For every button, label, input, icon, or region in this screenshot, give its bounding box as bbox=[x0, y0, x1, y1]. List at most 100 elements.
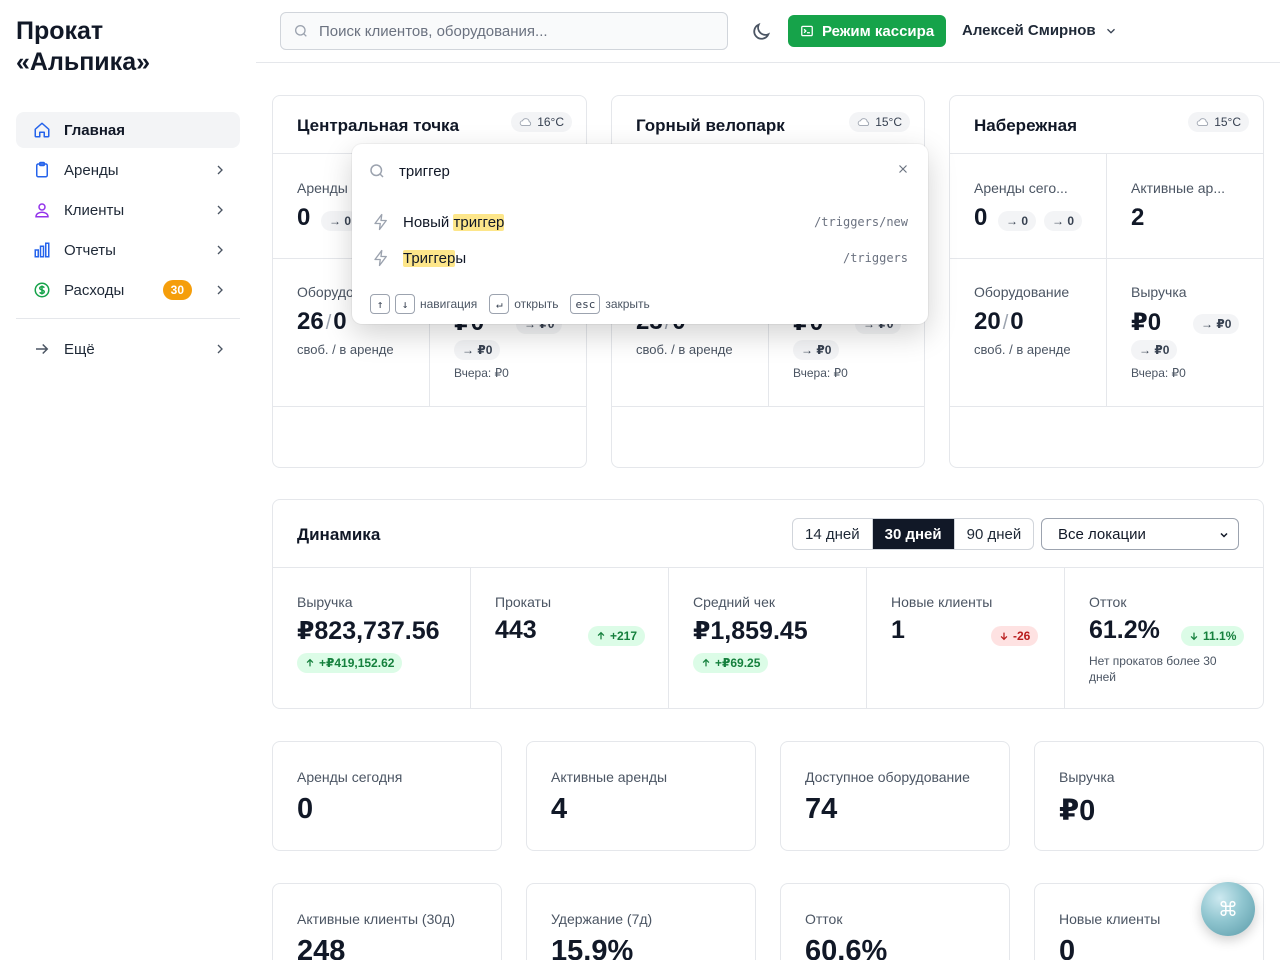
arrow-down-icon bbox=[1190, 632, 1198, 641]
chevron-right-icon bbox=[217, 205, 223, 215]
command-result-new-trigger[interactable]: Новый триггер /triggers/new bbox=[372, 208, 908, 236]
search-icon bbox=[295, 25, 307, 37]
metric-label: Оборудо bbox=[297, 284, 354, 300]
arrow-up-icon bbox=[306, 658, 314, 667]
equipment-counts: 20/0 bbox=[974, 308, 1024, 335]
close-icon[interactable] bbox=[896, 162, 910, 176]
location-title: Набережная bbox=[974, 116, 1077, 135]
sidebar-item-more[interactable]: Ещё bbox=[16, 331, 240, 367]
metric-value: 443 bbox=[495, 616, 537, 644]
range-selector: 14 дней 30 дней 90 дней bbox=[792, 518, 1035, 550]
delta-pill: → ₽0 bbox=[1193, 314, 1240, 334]
brand-logo[interactable]: Прокат «Альпика» bbox=[16, 16, 240, 78]
kpi-label: Активные клиенты (30д) bbox=[297, 911, 455, 927]
delta-up-pill: +₽69.25 bbox=[693, 653, 769, 673]
metric-label: Прокаты bbox=[495, 594, 552, 610]
arrow-up-icon bbox=[702, 658, 710, 667]
command-result-triggers[interactable]: Триггер ы /triggers bbox=[372, 244, 908, 272]
cloud-icon bbox=[519, 117, 533, 127]
revenue-yesterday: Вчера: ₽0 bbox=[1131, 366, 1186, 380]
kpi-value: 15.9% bbox=[551, 935, 634, 960]
sidebar-item-clients[interactable]: Клиенты bbox=[16, 192, 240, 228]
revenue-value: ₽0 bbox=[1131, 309, 1162, 336]
metric-label: Средний чек bbox=[693, 594, 776, 610]
weather-badge: 15°C bbox=[849, 112, 910, 132]
equipment-rented: 0 bbox=[1010, 308, 1024, 335]
range-14-days[interactable]: 14 дней bbox=[793, 519, 873, 549]
metric-value: 61.2% bbox=[1089, 616, 1160, 644]
location-card-embankment: Набережная 15°C Аренды сего... 0 → 0 → 0… bbox=[949, 95, 1264, 468]
location-title: Горный велопарк bbox=[636, 116, 785, 135]
row-divider bbox=[950, 406, 1263, 407]
sidebar-item-label: Аренды bbox=[64, 161, 119, 179]
location-select-value: Все локации bbox=[1058, 525, 1146, 543]
sidebar: Прокат «Альпика» Главная Аренды Клиенты bbox=[0, 0, 256, 960]
moon-icon[interactable] bbox=[750, 21, 772, 43]
cashier-mode-button[interactable]: Режим кассира bbox=[788, 15, 947, 47]
metric-label: Оборудование bbox=[974, 284, 1070, 300]
weather-badge: 16°C bbox=[511, 112, 572, 132]
kpi-label: Отток bbox=[805, 911, 843, 927]
bolt-icon bbox=[372, 249, 390, 267]
metric-label: Аренды сего... bbox=[974, 180, 1068, 196]
key-down: ↓ bbox=[395, 294, 415, 314]
sidebar-item-label: Главная bbox=[64, 121, 126, 139]
search-input[interactable]: Поиск клиентов, оборудования... bbox=[280, 12, 728, 50]
cloud-icon bbox=[857, 117, 871, 127]
command-palette: триггер Новый триггер /triggers/new Триг… bbox=[352, 144, 928, 324]
sidebar-item-expenses[interactable]: Расходы 30 bbox=[16, 272, 240, 308]
equipment-counts: 26/0 bbox=[297, 308, 347, 335]
equipment-rented: 0 bbox=[333, 308, 347, 335]
delta-pill: → 0 bbox=[998, 211, 1037, 231]
sidebar-item-rentals[interactable]: Аренды bbox=[16, 152, 240, 188]
metric-value: ₽823,737.56 bbox=[297, 617, 440, 645]
sidebar-item-label: Клиенты bbox=[64, 201, 125, 219]
equipment-free: 26 bbox=[297, 308, 324, 335]
kpi-value: 248 bbox=[297, 935, 346, 960]
cell-divider bbox=[1106, 154, 1107, 407]
delta-pill: → ₽0 bbox=[793, 340, 840, 360]
delta-value: +₽419,152.62 bbox=[319, 656, 395, 670]
clipboard-icon bbox=[32, 160, 52, 180]
delta-value: ₽0 bbox=[477, 343, 493, 357]
metric-value: ₽1,859.45 bbox=[693, 617, 808, 645]
kpi-value: 0 bbox=[297, 793, 314, 825]
hint-navigate: навигация bbox=[420, 297, 478, 311]
sidebar-item-reports[interactable]: Отчеты bbox=[16, 232, 240, 268]
range-30-days[interactable]: 30 дней bbox=[872, 519, 955, 549]
churn-note: Нет прокатов более 30 дней bbox=[1089, 654, 1217, 684]
delta-value: ₽0 bbox=[1154, 343, 1170, 357]
sidebar-item-home[interactable]: Главная bbox=[16, 112, 240, 148]
key-esc: esc bbox=[570, 294, 601, 314]
users-icon bbox=[32, 200, 52, 220]
brand-line-2: «Альпика» bbox=[16, 48, 150, 76]
command-search-input[interactable]: триггер bbox=[368, 160, 912, 182]
chevron-down-icon bbox=[1106, 28, 1115, 34]
metric-avg-check: Средний чек ₽1,859.45 +₽69.25 bbox=[669, 568, 867, 708]
kpi-revenue: Выручка ₽0 bbox=[1034, 741, 1264, 851]
delta-value: 0 bbox=[1021, 214, 1029, 228]
equipment-caption: своб. / в аренде bbox=[974, 342, 1071, 357]
command-palette-footer: ↑ ↓ навигация ↵ открыть esc закрыть bbox=[370, 294, 650, 314]
terminal-icon bbox=[800, 24, 814, 38]
kpi-available-equipment: Доступное оборудование 74 bbox=[780, 741, 1010, 851]
delta-pill: → 0 bbox=[321, 211, 360, 231]
delta-value: ₽0 bbox=[1216, 317, 1232, 331]
bar-chart-icon bbox=[32, 240, 52, 260]
location-select[interactable]: Все локации bbox=[1041, 518, 1239, 550]
row-divider bbox=[612, 406, 924, 407]
delta-down-good-pill: 11.1% bbox=[1181, 626, 1245, 646]
kpi-label: Доступное оборудование bbox=[805, 769, 970, 785]
temperature: 15°C bbox=[875, 115, 902, 129]
metric-label: Выручка bbox=[297, 594, 353, 610]
delta-value: +₽69.25 bbox=[715, 656, 761, 670]
cashier-mode-label: Режим кассира bbox=[822, 22, 935, 40]
delta-pill: → 0 bbox=[1044, 211, 1083, 231]
user-menu[interactable]: Алексей Смирнов bbox=[962, 22, 1118, 39]
range-90-days[interactable]: 90 дней bbox=[966, 525, 1022, 543]
command-fab-button[interactable]: ⌘ bbox=[1201, 882, 1255, 936]
row-divider bbox=[273, 406, 586, 407]
home-icon bbox=[32, 120, 52, 140]
kpi-active-rentals: Активные аренды 4 bbox=[526, 741, 756, 851]
metric-new-clients: Новые клиенты 1 -26 bbox=[867, 568, 1065, 708]
